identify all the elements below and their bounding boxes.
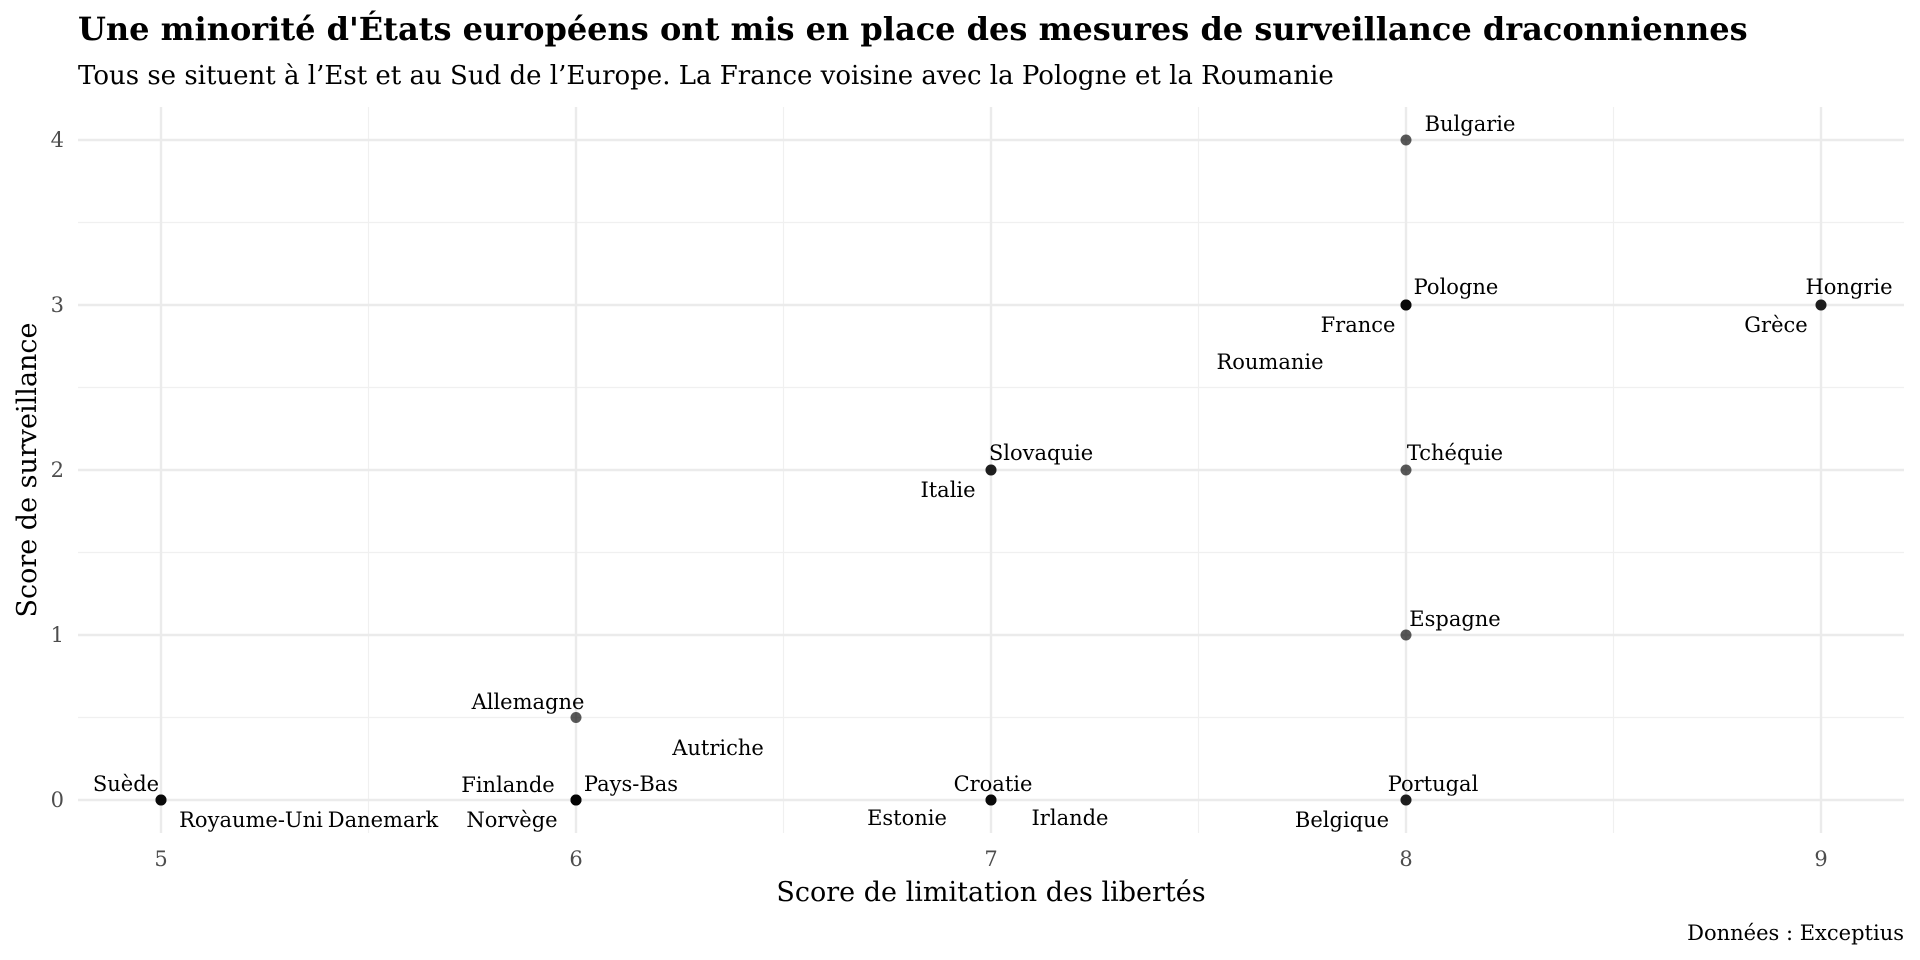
data-point <box>1400 464 1412 476</box>
point-label: Belgique <box>1295 808 1389 832</box>
point-label: Hongrie <box>1805 275 1892 299</box>
x-axis-title: Score de limitation des libertés <box>776 877 1205 908</box>
y-tick-label: 3 <box>51 293 64 317</box>
data-point <box>1815 299 1827 311</box>
y-tick-label: 4 <box>51 128 64 152</box>
ticks: 5 6 7 8 9 0 1 2 3 4 <box>51 128 1828 871</box>
point-label: Norvège <box>466 808 557 832</box>
data-point <box>155 794 167 806</box>
point-label: Suède <box>93 772 159 796</box>
point-label: Italie <box>920 478 975 502</box>
point-label: Slovaquie <box>989 441 1093 465</box>
y-axis-title: Score de surveillance <box>12 322 43 617</box>
point-label: Roumanie <box>1216 350 1323 374</box>
data-point <box>1400 299 1412 311</box>
point-label: Finlande <box>461 773 554 797</box>
points <box>155 134 1827 806</box>
x-tick-label: 8 <box>1399 847 1412 871</box>
x-tick-label: 5 <box>154 847 167 871</box>
y-tick-label: 1 <box>51 623 64 647</box>
data-point <box>985 794 997 806</box>
point-label: Danemark <box>328 808 439 832</box>
point-label: Irlande <box>1032 806 1109 830</box>
data-point <box>985 464 997 476</box>
x-tick-label: 9 <box>1814 847 1827 871</box>
point-label: Pologne <box>1414 275 1499 299</box>
data-point <box>1400 794 1412 806</box>
chart-subtitle: Tous se situent à l’Est et au Sud de l’E… <box>78 61 1334 91</box>
point-label: Estonie <box>867 806 947 830</box>
chart-title: Une minorité d'États européens ont mis e… <box>78 10 1748 48</box>
point-label: Grèce <box>1744 313 1807 337</box>
x-tick-label: 7 <box>984 847 997 871</box>
data-point <box>1400 134 1412 146</box>
x-tick-label: 6 <box>569 847 582 871</box>
point-label: Tchéquie <box>1407 441 1503 465</box>
data-point <box>1400 629 1412 641</box>
point-label: Royaume-Uni <box>179 808 323 832</box>
point-label: Allemagne <box>471 690 585 714</box>
point-label: Bulgarie <box>1425 112 1516 136</box>
y-tick-label: 0 <box>51 788 64 812</box>
caption: Données : Exceptius <box>1687 921 1904 945</box>
point-label: Portugal <box>1388 772 1479 796</box>
point-labels: Suède Royaume-Uni Danemark Finlande Pays-Bas… <box>93 112 1893 832</box>
point-label: Pays-Bas <box>584 772 678 796</box>
point-label: Croatie <box>954 772 1033 796</box>
data-point <box>570 712 582 723</box>
y-tick-label: 2 <box>51 458 64 482</box>
point-label: France <box>1321 313 1396 337</box>
point-label: Espagne <box>1409 607 1500 631</box>
point-label: Autriche <box>671 736 764 760</box>
data-point <box>570 794 582 806</box>
